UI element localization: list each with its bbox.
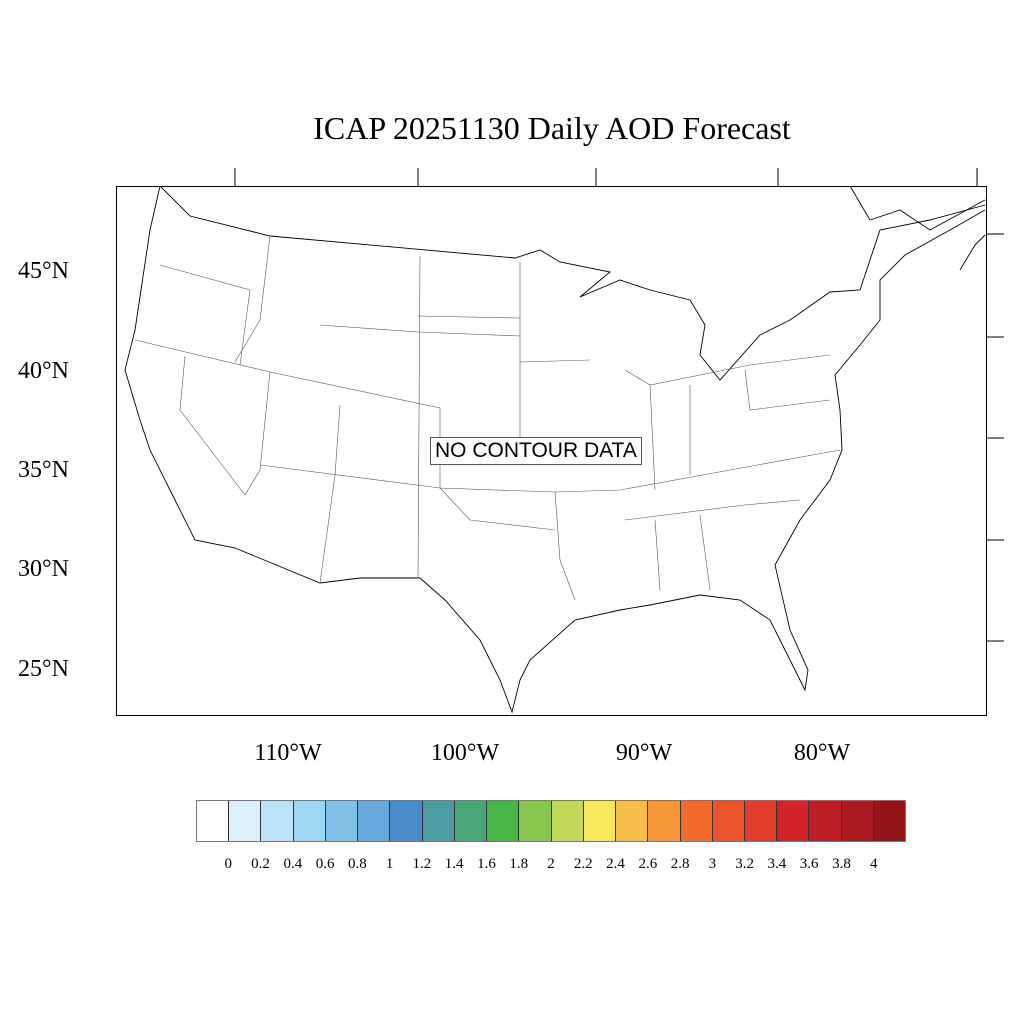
- colorbar-swatch: [583, 801, 617, 841]
- colorbar-swatch: [358, 801, 391, 841]
- map-frame: [116, 186, 987, 716]
- colorbar-label: 2.4: [606, 856, 625, 872]
- colorbar-swatch: [325, 801, 359, 841]
- colorbar-label: 1.8: [509, 856, 529, 872]
- lat-label: 45°N: [18, 258, 69, 284]
- lat-label: 35°N: [18, 457, 69, 483]
- us-outline: [124, 186, 986, 714]
- colorbar-label: 3.2: [735, 856, 754, 872]
- colorbar-label: 4: [869, 856, 878, 872]
- map-title: ICAP 20251130 Daily AOD Forecast: [313, 110, 791, 146]
- lon-label: 100°W: [430, 740, 500, 766]
- colorbar-label: 1.2: [412, 856, 432, 872]
- colorbar-swatch: [777, 801, 810, 841]
- colorbar-swatch: [873, 801, 906, 841]
- lon-label: 110°W: [254, 740, 322, 766]
- colorbar: [196, 800, 906, 842]
- colorbar-label: 3: [708, 856, 717, 872]
- lat-label: 30°N: [18, 556, 69, 582]
- colorbar-swatch: [680, 801, 713, 841]
- lon-label: 90°W: [615, 740, 673, 766]
- colorbar-swatch: [293, 801, 326, 841]
- colorbar-label: 2.6: [638, 856, 658, 872]
- colorbar-swatch: [261, 801, 294, 841]
- colorbar-swatch: [390, 801, 423, 841]
- colorbar-label: 2.8: [670, 856, 690, 872]
- colorbar-swatch: [229, 801, 262, 841]
- colorbar-swatch: [648, 801, 681, 841]
- colorbar-swatch: [712, 801, 745, 841]
- colorbar-label: 1.4: [444, 856, 464, 872]
- colorbar-label: 0.8: [347, 856, 367, 872]
- colorbar-label: 3.8: [832, 856, 851, 872]
- colorbar-label: 3.4: [767, 856, 787, 872]
- state-borders: [134, 235, 841, 601]
- colorbar-swatch: [551, 801, 584, 841]
- colorbar-swatch: [744, 801, 778, 841]
- lon-label: 80°W: [793, 740, 851, 766]
- colorbar-swatch: [197, 801, 230, 841]
- colorbar-swatch: [841, 801, 874, 841]
- colorbar-label: 3.6: [799, 856, 819, 872]
- colorbar-label: 2: [547, 856, 555, 872]
- colorbar-label: 2.2: [573, 856, 593, 872]
- colorbar-swatch: [487, 801, 520, 841]
- colorbar-swatch: [616, 801, 649, 841]
- colorbar-swatch: [809, 801, 842, 841]
- colorbar-label: 0: [224, 856, 233, 872]
- colorbar-label: 0.6: [315, 856, 335, 872]
- canada-coast: [849, 186, 986, 271]
- no-contour-data-label: NO CONTOUR DATA: [430, 437, 642, 465]
- colorbar-label: 0.2: [251, 856, 270, 872]
- colorbar-label: 0.4: [283, 856, 303, 872]
- colorbar-swatch: [519, 801, 552, 841]
- colorbar-label: 1.6: [477, 856, 496, 872]
- colorbar-swatch: [454, 801, 488, 841]
- lat-label: 40°N: [18, 358, 69, 384]
- lat-label: 25°N: [18, 656, 69, 682]
- colorbar-swatch: [422, 801, 455, 841]
- colorbar-label: 1: [385, 856, 394, 872]
